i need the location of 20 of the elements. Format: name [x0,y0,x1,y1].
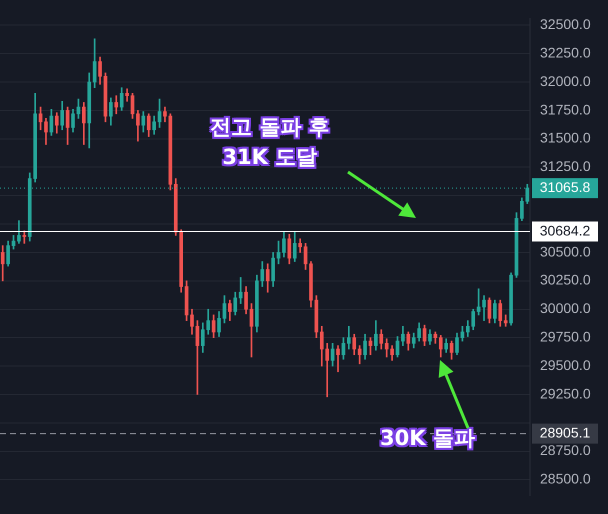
y-tick-label: 31250.0 [540,158,591,174]
y-tick-label: 29750.0 [540,328,591,345]
y-tick-label: 29500.0 [540,356,591,373]
candlestick [336,345,340,372]
y-tick-label: 28500.0 [540,470,591,487]
annotation: 30K 돌파 [380,425,475,452]
y-tick-label: 30500.0 [540,243,591,260]
y-tick-label: 31750.0 [540,101,591,118]
y-tick-label: 30000.0 [540,300,591,316]
ref-line-label: 28905.1 [540,424,591,441]
y-tick-label: 30250.0 [540,272,591,288]
y-tick-label: 29250.0 [540,385,591,402]
y-tick-label: 28750.0 [540,442,591,458]
ref-line-label: 31065.8 [540,179,591,196]
y-tick-label: 32000.0 [540,72,591,89]
y-tick-label: 31500.0 [540,130,591,146]
y-tick-label: 32250.0 [540,44,591,60]
annotation: 전고 돌파 후 31K 도달 [210,114,330,171]
y-tick-label: 32500.0 [540,16,591,32]
ref-line-label: 30684.2 [540,222,591,238]
